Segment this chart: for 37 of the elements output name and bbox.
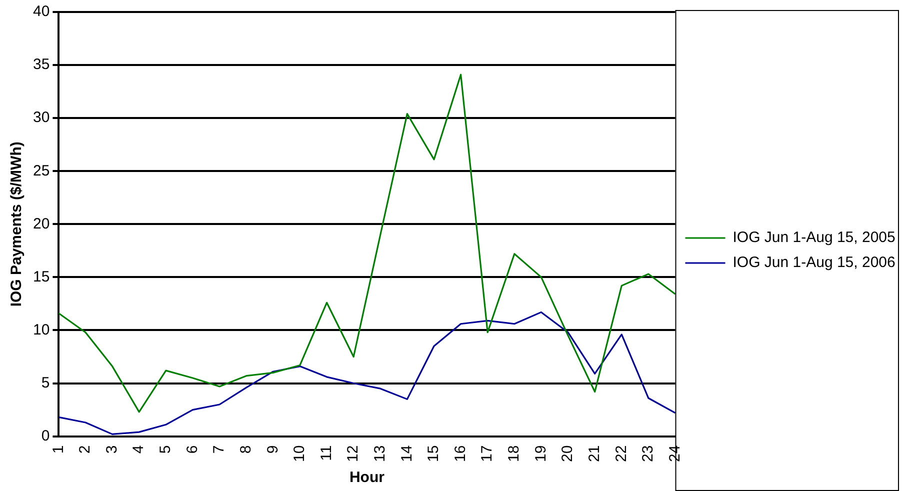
- x-tick-label: 1: [50, 445, 67, 454]
- legend-label: IOG Jun 1-Aug 15, 2005: [732, 229, 896, 246]
- x-tick-label: 13: [372, 445, 389, 462]
- y-tick-label: 30: [32, 109, 50, 126]
- x-tick-label: 10: [291, 445, 308, 462]
- x-tick-label: 14: [398, 445, 416, 462]
- x-tick-label: 22: [612, 445, 630, 462]
- x-tick-label: 5: [157, 445, 174, 454]
- y-tick-label: 5: [41, 374, 50, 392]
- x-tick-label: 24: [666, 445, 684, 462]
- y-tick-label: 25: [32, 162, 50, 180]
- x-tick-label: 20: [559, 445, 576, 462]
- x-axis-title: Hour: [349, 469, 385, 486]
- x-tick-label: 2: [76, 445, 94, 454]
- x-tick-label: 17: [478, 445, 496, 462]
- x-tick-label: 12: [344, 445, 362, 462]
- x-tick-label: 3: [103, 445, 120, 454]
- x-tick-label: 11: [318, 445, 335, 461]
- x-tick-label: 6: [184, 445, 201, 454]
- x-tick-label: 16: [452, 445, 469, 462]
- x-tick-label: 7: [210, 445, 228, 454]
- x-tick-label: 18: [506, 445, 523, 462]
- legend-label: IOG Jun 1-Aug 15, 2006: [732, 254, 896, 272]
- x-tick-label: 21: [586, 445, 603, 462]
- y-tick-label: 15: [32, 268, 50, 286]
- x-tick-label: 19: [532, 445, 550, 462]
- x-tick-label: 15: [425, 445, 442, 462]
- y-tick-label: 40: [32, 3, 50, 20]
- y-axis-title: IOG Payments ($/MWh): [8, 142, 26, 307]
- y-tick-label: 20: [32, 215, 50, 232]
- y-tick-label: 0: [41, 427, 50, 444]
- y-tick-label: 35: [32, 56, 50, 74]
- x-tick-label: 23: [640, 445, 657, 462]
- y-tick-label: 10: [32, 321, 50, 338]
- x-tick-label: 9: [264, 445, 282, 454]
- x-tick-label: 8: [237, 445, 254, 454]
- x-tick-label: 4: [130, 445, 148, 454]
